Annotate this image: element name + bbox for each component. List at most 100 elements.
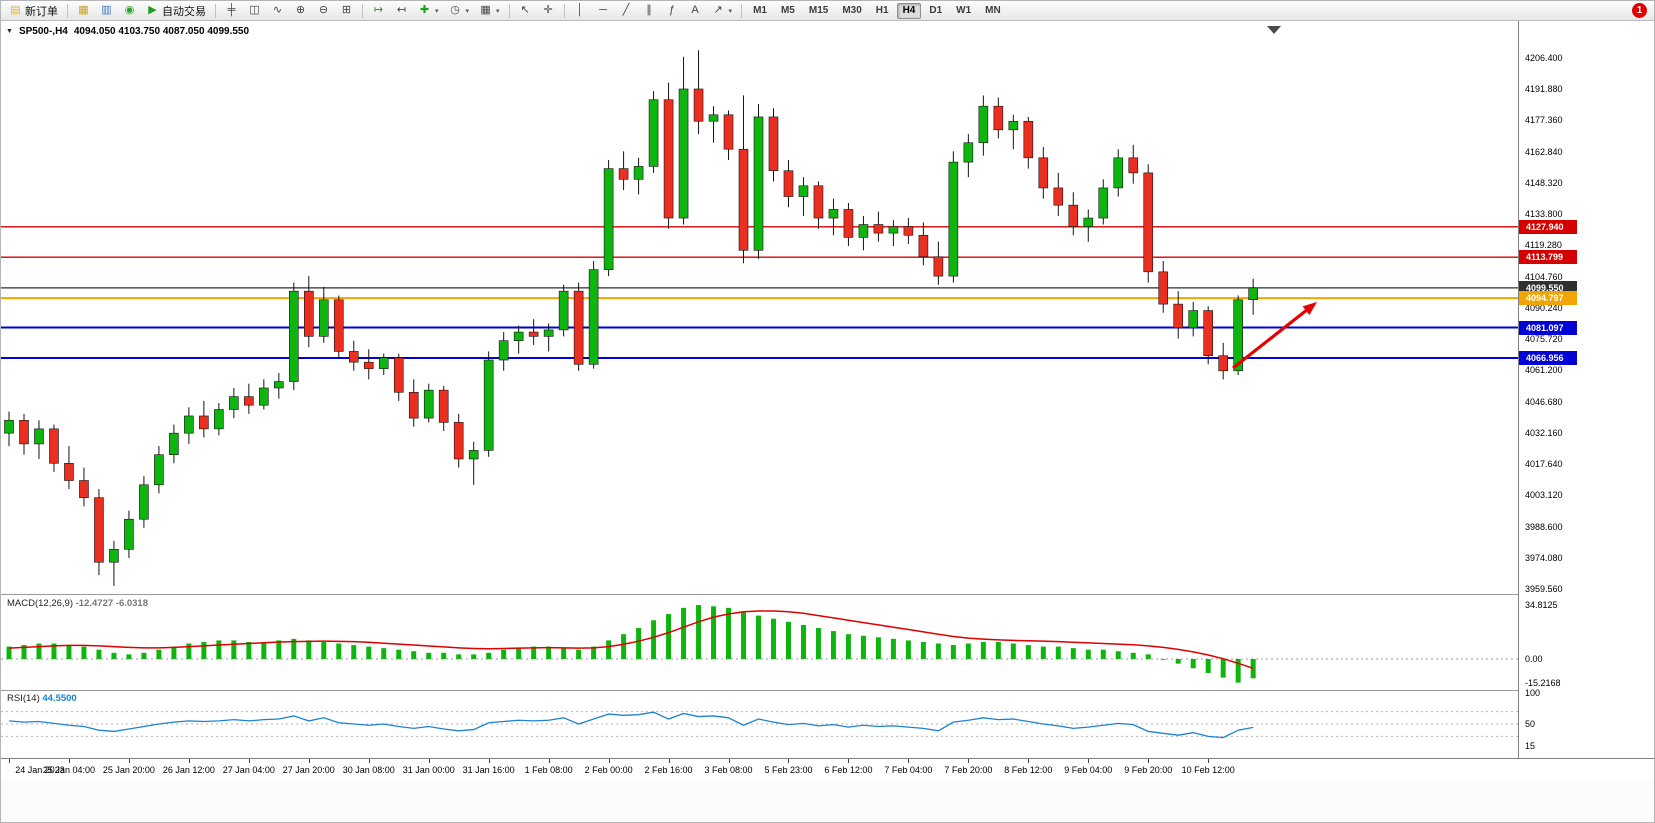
time-axis-label: 7 Feb 20:00: [944, 765, 993, 775]
timeframe-mn-button[interactable]: MN: [985, 5, 1001, 16]
time-axis-label: 25 Jan 04:00: [42, 765, 95, 775]
line-chart-icon[interactable]: ∿: [266, 2, 289, 19]
tile-windows-icon[interactable]: ⊞: [335, 2, 358, 19]
timeframe-h4-button[interactable]: H4: [896, 2, 922, 19]
macd-label: MACD(12,26,9) -12.4727 -6.0318: [7, 598, 148, 609]
time-axis-label: 27 Jan 20:00: [282, 765, 335, 775]
arrows-tool-icon: ↗: [713, 4, 723, 16]
time-axis-label: 25 Jan 20:00: [102, 765, 155, 775]
charts-profile-icon[interactable]: ▦: [72, 2, 95, 19]
dropdown-caret-icon[interactable]: ▾: [435, 7, 439, 15]
symbol-dropdown-icon[interactable]: ▼: [6, 28, 13, 35]
price-tag-4094.797[interactable]: 4094.797: [1519, 291, 1577, 306]
price-chart[interactable]: [1, 21, 1518, 594]
timeframe-h1-button[interactable]: H1: [875, 5, 889, 16]
time-axis-label: 9 Feb 20:00: [1124, 765, 1173, 775]
chart-ohlc: 4094.050 4103.750 4087.050 4099.550: [73, 26, 250, 37]
price-scale[interactable]: 4206.400 4191.880 4177.360 4162.840 4148.320…: [1518, 21, 1654, 758]
price-axis-label: 4119.280: [1525, 240, 1562, 251]
zoom-in-icon[interactable]: ⊕: [289, 2, 312, 19]
vertical-line-icon: │: [576, 4, 584, 16]
macd-panel: [1, 595, 1518, 690]
time-axis[interactable]: 24 Jan 2023 25 Jan 04:00 25 Jan 20:00 26 Ja…: [1, 758, 1654, 780]
price-axis-label: 3988.600: [1525, 521, 1563, 532]
candlestick-chart-icon: ◫: [249, 4, 260, 16]
time-axis-label: 2 Feb 00:00: [584, 765, 633, 775]
time-axis-tick: [848, 759, 850, 763]
charts-profile-icon: ▦: [78, 4, 89, 16]
autotrading-button[interactable]: ▶ 自动交易: [141, 2, 211, 19]
timeframe-m5-button[interactable]: M5: [780, 5, 795, 16]
periods-icon[interactable]: ◷ ▾: [444, 2, 475, 19]
panel-separator[interactable]: [1, 690, 1654, 691]
tile-windows-icon: ⊞: [341, 4, 352, 16]
dropdown-caret-icon[interactable]: ▾: [465, 7, 470, 15]
price-axis-label: 4206.400: [1525, 53, 1563, 63]
time-axis-tick: [488, 759, 490, 763]
dropdown-caret-icon[interactable]: ▾: [728, 7, 733, 15]
horizontal-lines[interactable]: [1, 226, 1518, 359]
rsi-line: [8, 711, 1254, 739]
channel-icon[interactable]: ∥: [638, 2, 661, 19]
time-axis-label: 1 Feb 08:00: [524, 765, 573, 775]
crosshair-icon[interactable]: ✛: [537, 2, 560, 19]
vertical-line-icon[interactable]: │: [569, 2, 592, 19]
bar-chart-icon[interactable]: ╪: [220, 2, 243, 19]
channel-icon: ∥: [646, 4, 652, 16]
price-tag-4066.956[interactable]: 4066.956: [1519, 350, 1577, 365]
toolbar-separator: [508, 3, 510, 18]
timeframe-m30-button[interactable]: M30: [842, 5, 862, 16]
toolbar-separator: [215, 3, 216, 18]
price-axis-label: 4177.360: [1525, 115, 1563, 126]
dropdown-caret-icon[interactable]: ▾: [496, 7, 500, 15]
timeframe-m15-button[interactable]: M15: [808, 5, 829, 16]
autotrading-icon: ▶: [148, 4, 157, 16]
candlestick-chart-icon[interactable]: ◫: [243, 2, 266, 19]
new-order-icon: ▤: [10, 4, 21, 16]
notification-badge[interactable]: 1: [1632, 3, 1647, 18]
rsi-axis-label: 50: [1525, 719, 1536, 729]
trend-arrow[interactable]: [1232, 302, 1317, 370]
price-tag-4127.940[interactable]: 4127.940: [1519, 219, 1577, 234]
bar-chart-icon: ╪: [227, 4, 236, 16]
price-tag-4113.799[interactable]: 4113.799: [1519, 250, 1577, 265]
time-axis-tick: [968, 759, 970, 763]
time-axis-tick: [9, 759, 10, 763]
timeframe-m1-button[interactable]: M1: [753, 5, 767, 16]
time-axis-label: 2 Feb 16:00: [644, 765, 693, 775]
price-axis-label: 4075.720: [1525, 334, 1563, 345]
chart-shift-marker-icon[interactable]: [1267, 26, 1281, 34]
time-axis-tick: [548, 759, 550, 763]
fibonacci-icon: ƒ: [668, 4, 676, 16]
alerts-icon[interactable]: ◉: [118, 2, 141, 19]
timeframe-w1-button[interactable]: W1: [956, 5, 972, 16]
panel-separator[interactable]: [1, 594, 1654, 595]
text-label-icon[interactable]: A: [684, 2, 707, 19]
price-tag-4081.097[interactable]: 4081.097: [1519, 320, 1577, 335]
chart-title: ▼ SP500-,H4 4094.050 4103.750 4087.050 4…: [6, 26, 249, 37]
market-watch-icon[interactable]: ▥: [95, 2, 118, 19]
templates-icon[interactable]: ▦ ▾: [474, 2, 505, 19]
horizontal-line-icon[interactable]: ─: [592, 2, 615, 19]
toolbar-separator: [741, 3, 743, 18]
cursor-icon[interactable]: ↖: [514, 2, 537, 19]
toolbar: ▤ 新订单 ▦ ▥ ◉ ▶ 自动交易 ╪ ◫ ∿ ⊕ ⊖ ⊞ ↦ ↤ ✚ ▾ ◷ ▾ ▦ ▾ ↖ ✛ │ ─ ╱ ∥ ƒ A ↗ ▾ M1 M5…: [1, 1, 1654, 21]
time-axis-tick: [308, 759, 310, 763]
time-axis-tick: [608, 759, 610, 763]
chart-symbol-period: SP500-,H4: [18, 26, 68, 37]
zoom-out-icon: ⊖: [318, 4, 329, 16]
time-axis-tick: [248, 759, 250, 763]
zoom-out-icon[interactable]: ⊖: [312, 2, 335, 19]
auto-scroll-icon: ↦: [373, 4, 384, 16]
new-order-button[interactable]: ▤ 新订单: [4, 2, 63, 19]
toolbar-separator: [362, 3, 363, 18]
fibonacci-icon[interactable]: ƒ: [661, 2, 684, 19]
arrows-tool-icon[interactable]: ↗ ▾: [707, 2, 738, 19]
indicators-icon[interactable]: ✚ ▾: [413, 2, 444, 19]
trendline-icon[interactable]: ╱: [615, 2, 638, 19]
chart-shift-icon[interactable]: ↤: [390, 2, 413, 19]
auto-scroll-icon[interactable]: ↦: [367, 2, 390, 19]
rsi-label: RSI(14) 44.5500: [7, 693, 77, 704]
price-axis-label: 4003.120: [1525, 490, 1563, 501]
timeframe-d1-button[interactable]: D1: [929, 5, 943, 16]
